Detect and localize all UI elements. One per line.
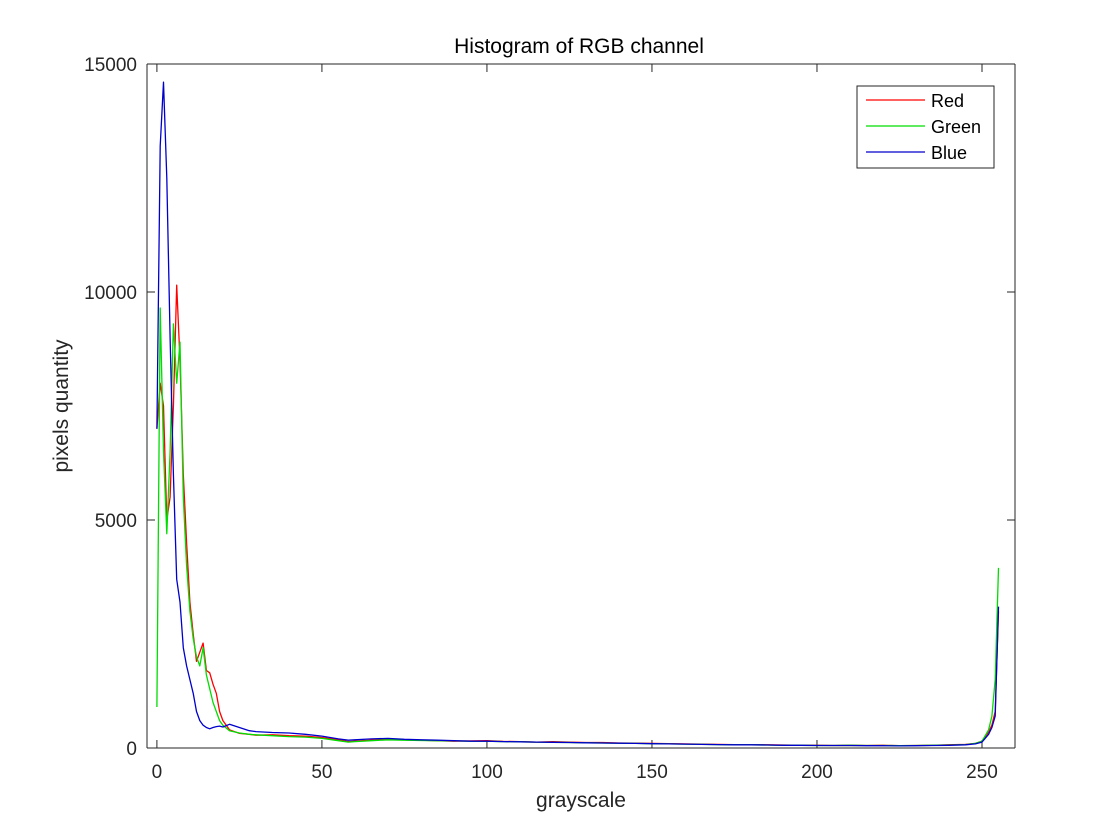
y-axis-ticks: 0 5000 10000 15000	[84, 55, 1015, 760]
chart-title: Histogram of RGB channel	[454, 35, 704, 58]
legend-label-red: Red	[931, 91, 964, 111]
x-tick-label: 100	[471, 762, 503, 783]
x-tick-label: 200	[801, 762, 833, 783]
y-tick-label: 0	[126, 739, 137, 760]
series-line-blue	[156, 81, 1000, 747]
legend: Red Green Blue	[856, 85, 995, 169]
y-tick-label: 15000	[84, 55, 137, 76]
x-tick-label: 250	[966, 762, 998, 783]
y-tick-label: 5000	[95, 511, 137, 532]
x-tick-label: 0	[152, 762, 163, 783]
axes-frame	[146, 63, 1016, 749]
x-tick-label: 150	[636, 762, 668, 783]
x-axis-label: grayscale	[536, 789, 626, 812]
x-tick-label: 50	[311, 762, 332, 783]
legend-label-blue: Blue	[931, 143, 967, 163]
y-axis-label: pixels quantity	[50, 339, 73, 473]
x-axis-ticks: 0 50 100 150 200 250	[152, 64, 998, 783]
series-lines	[156, 81, 1000, 747]
legend-label-green: Green	[931, 117, 981, 137]
y-tick-label: 10000	[84, 283, 137, 304]
